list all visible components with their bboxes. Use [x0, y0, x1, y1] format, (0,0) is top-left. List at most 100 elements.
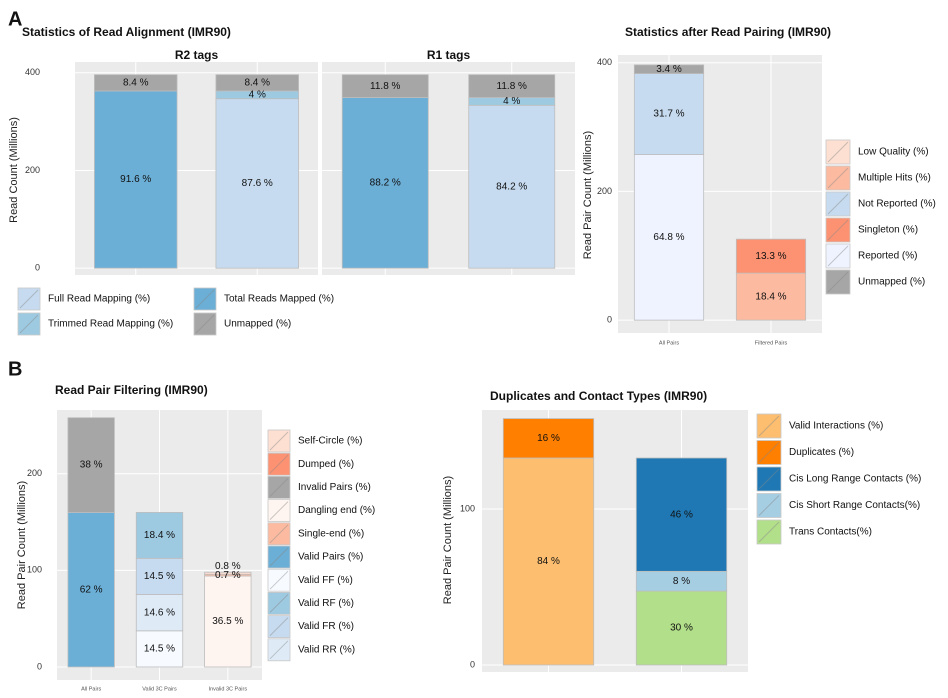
legend-key-slash	[827, 245, 849, 267]
bar-segment	[633, 73, 705, 155]
legend-key	[267, 452, 291, 476]
bar-segment	[468, 104, 556, 269]
legend-key	[756, 466, 782, 492]
y-tick-label: 400	[597, 57, 612, 67]
value-label: 84 %	[537, 556, 560, 567]
legend-label: Cis Long Range Contacts (%)	[789, 474, 921, 485]
legend-key-slash	[758, 495, 780, 516]
legend-label: Duplicates (%)	[789, 447, 854, 458]
legend-label: Valid RR (%)	[298, 644, 355, 655]
panel-label: B	[8, 358, 22, 380]
bar-segment	[135, 512, 184, 559]
legend-key	[17, 287, 41, 311]
bar-segment	[67, 417, 115, 513]
legend-key-slash	[195, 289, 215, 309]
legend-label: Cis Short Range Contacts(%)	[789, 500, 920, 511]
value-label: 4 %	[503, 96, 520, 107]
value-label: 8.4 %	[244, 77, 270, 88]
legend-label: Dumped (%)	[298, 459, 354, 470]
y-tick-label: 100	[27, 565, 42, 575]
value-label: 14.5 %	[144, 644, 175, 655]
legend-label: Valid FR (%)	[298, 621, 354, 632]
legend-key-slash	[827, 271, 849, 293]
legend-key-slash	[19, 314, 39, 334]
value-label: 8 %	[673, 576, 690, 587]
legend-label: Valid FF (%)	[298, 575, 353, 586]
legend-key-slash	[758, 521, 780, 543]
value-label: 62 %	[80, 584, 103, 595]
legend-key	[17, 312, 41, 336]
legend-label: Singleton (%)	[858, 225, 918, 236]
value-label: 64.8 %	[653, 232, 684, 243]
chart-title: Statistics after Read Pairing (IMR90)	[625, 25, 831, 39]
bar-segment	[633, 154, 705, 321]
legend-key-slash	[269, 501, 289, 520]
legend-key	[193, 312, 217, 336]
facet-title: R1 tags	[427, 48, 471, 62]
legend-label: Multiple Hits (%)	[858, 173, 931, 184]
bar-segment	[215, 74, 299, 92]
legend-label: Low Quality (%)	[858, 147, 929, 158]
x-tick-label: Invalid 3C Pairs	[209, 686, 248, 692]
legend-key	[267, 545, 291, 569]
legend-label: Valid Pairs (%)	[298, 552, 363, 563]
legend-key	[825, 165, 851, 191]
y-tick-label: 0	[35, 263, 40, 273]
value-label: 31.7 %	[653, 109, 684, 120]
bar-segment	[341, 74, 429, 98]
legend-key-slash	[827, 141, 849, 163]
legend-label: Reported (%)	[858, 251, 917, 262]
legend-label: Trimmed Read Mapping (%)	[48, 319, 173, 330]
bar-segment	[204, 575, 252, 668]
bar-segment	[502, 418, 595, 459]
legend-key	[267, 429, 291, 453]
value-label: 13.3 %	[755, 251, 786, 262]
value-label: 8.4 %	[123, 77, 149, 88]
legend-key-slash	[269, 594, 289, 613]
legend-key	[825, 217, 851, 243]
bar-segment	[468, 74, 556, 98]
legend-key	[267, 475, 291, 499]
value-label: 11.8 %	[497, 81, 527, 92]
legend-key-slash	[827, 193, 849, 215]
bar-segment	[135, 557, 184, 595]
legend-key-slash	[758, 468, 780, 490]
chart-title: Read Pair Filtering (IMR90)	[55, 383, 208, 397]
legend-label: Valid RF (%)	[298, 598, 354, 609]
legend-key-slash	[758, 442, 780, 463]
value-label: 11.8 %	[370, 81, 400, 92]
bar-segment	[341, 97, 429, 269]
value-label: 87.6 %	[242, 178, 273, 189]
legend-key-slash	[269, 547, 289, 567]
legend-key	[267, 615, 291, 638]
legend-key	[756, 519, 782, 545]
legend-label: Unmapped (%)	[858, 277, 925, 288]
legend-key-slash	[269, 524, 289, 544]
legend-key-slash	[827, 167, 849, 189]
x-tick-label: Valid 3C Pairs	[142, 686, 177, 692]
y-tick-label: 200	[27, 468, 42, 478]
value-label: 0.7 %	[215, 570, 241, 581]
bar-segment	[204, 571, 252, 575]
bar-segment	[94, 90, 178, 269]
legend-label: Total Reads Mapped (%)	[224, 294, 334, 305]
bar-segment	[94, 74, 178, 92]
value-label: 14.5 %	[144, 571, 175, 582]
legend-key	[267, 638, 291, 662]
x-tick-label: All Pairs	[659, 340, 679, 346]
y-axis-label: Read Pair Count (Millions)	[582, 131, 594, 259]
legend-key	[267, 592, 291, 615]
value-label: 84.2 %	[496, 181, 527, 192]
legend-label: Dangling end (%)	[298, 505, 375, 516]
legend-key-slash	[269, 570, 289, 590]
legend-label: Valid Interactions (%)	[789, 421, 883, 432]
legend-key	[267, 568, 291, 592]
legend-key-slash	[269, 478, 289, 497]
legend-key	[825, 191, 851, 217]
legend-key	[267, 499, 291, 523]
legend-key-slash	[269, 617, 289, 636]
y-tick-label: 0	[470, 659, 475, 669]
legend-label: Invalid Pairs (%)	[298, 482, 371, 493]
panel-label: A	[8, 8, 22, 30]
